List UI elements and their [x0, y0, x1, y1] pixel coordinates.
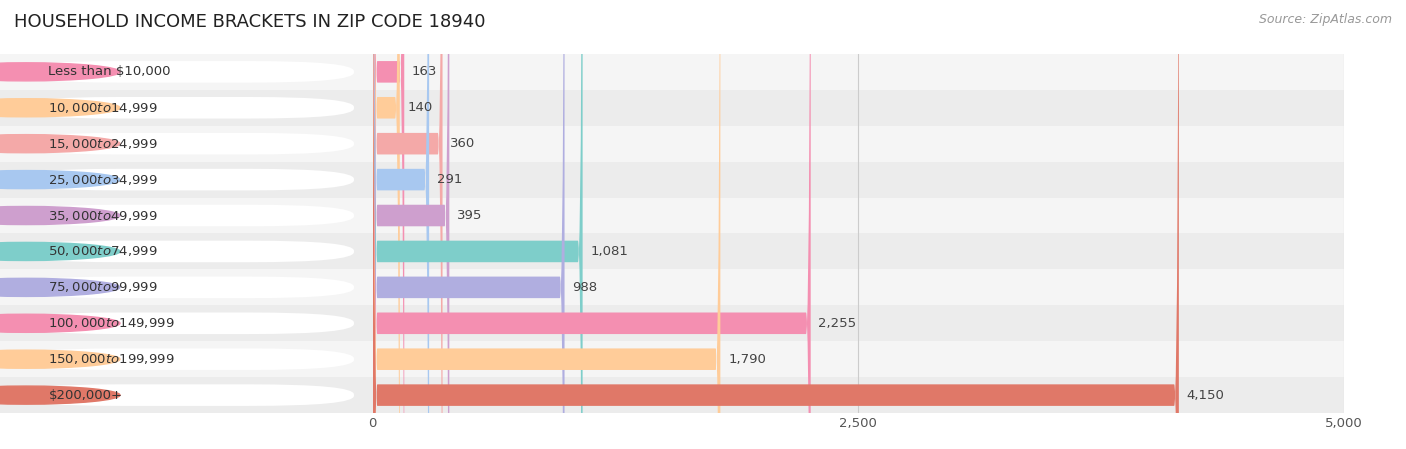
FancyBboxPatch shape	[0, 341, 373, 377]
FancyBboxPatch shape	[0, 162, 373, 198]
FancyBboxPatch shape	[373, 269, 1344, 305]
Circle shape	[0, 278, 120, 296]
Circle shape	[0, 350, 120, 368]
FancyBboxPatch shape	[0, 198, 373, 233]
FancyBboxPatch shape	[15, 205, 354, 226]
Text: $100,000 to $149,999: $100,000 to $149,999	[48, 316, 174, 330]
FancyBboxPatch shape	[373, 0, 720, 449]
Circle shape	[0, 171, 120, 189]
Text: 395: 395	[457, 209, 482, 222]
FancyBboxPatch shape	[15, 241, 354, 262]
FancyBboxPatch shape	[373, 0, 405, 449]
FancyBboxPatch shape	[373, 90, 1344, 126]
FancyBboxPatch shape	[15, 169, 354, 190]
Text: 360: 360	[450, 137, 475, 150]
Text: $50,000 to $74,999: $50,000 to $74,999	[48, 244, 157, 259]
FancyBboxPatch shape	[15, 313, 354, 334]
FancyBboxPatch shape	[373, 0, 582, 449]
FancyBboxPatch shape	[373, 341, 1344, 377]
FancyBboxPatch shape	[373, 0, 399, 449]
Text: 1,081: 1,081	[591, 245, 628, 258]
Text: 988: 988	[572, 281, 598, 294]
Text: Source: ZipAtlas.com: Source: ZipAtlas.com	[1258, 13, 1392, 26]
Text: Less than $10,000: Less than $10,000	[48, 66, 172, 78]
FancyBboxPatch shape	[373, 305, 1344, 341]
Text: 291: 291	[437, 173, 463, 186]
FancyBboxPatch shape	[373, 0, 450, 449]
Text: 4,150: 4,150	[1187, 389, 1225, 401]
FancyBboxPatch shape	[15, 384, 354, 406]
Text: $15,000 to $24,999: $15,000 to $24,999	[48, 136, 157, 151]
FancyBboxPatch shape	[373, 0, 429, 449]
FancyBboxPatch shape	[373, 0, 443, 449]
Circle shape	[0, 314, 120, 332]
FancyBboxPatch shape	[0, 269, 373, 305]
FancyBboxPatch shape	[373, 377, 1344, 413]
FancyBboxPatch shape	[15, 97, 354, 119]
FancyBboxPatch shape	[373, 198, 1344, 233]
Text: 163: 163	[412, 66, 437, 78]
FancyBboxPatch shape	[373, 54, 1344, 90]
Text: $25,000 to $34,999: $25,000 to $34,999	[48, 172, 157, 187]
Circle shape	[0, 242, 120, 260]
Text: $200,000+: $200,000+	[48, 389, 122, 401]
FancyBboxPatch shape	[373, 162, 1344, 198]
Text: $10,000 to $14,999: $10,000 to $14,999	[48, 101, 157, 115]
Text: 140: 140	[408, 101, 433, 114]
FancyBboxPatch shape	[0, 377, 373, 413]
Text: $75,000 to $99,999: $75,000 to $99,999	[48, 280, 157, 295]
Circle shape	[0, 99, 120, 117]
Circle shape	[0, 135, 120, 153]
FancyBboxPatch shape	[15, 348, 354, 370]
FancyBboxPatch shape	[373, 233, 1344, 269]
FancyBboxPatch shape	[0, 54, 373, 90]
FancyBboxPatch shape	[373, 0, 565, 449]
Circle shape	[0, 63, 120, 81]
Text: $150,000 to $199,999: $150,000 to $199,999	[48, 352, 174, 366]
Text: 1,790: 1,790	[728, 353, 766, 365]
FancyBboxPatch shape	[0, 233, 373, 269]
Circle shape	[0, 386, 120, 404]
Text: $35,000 to $49,999: $35,000 to $49,999	[48, 208, 157, 223]
Text: 2,255: 2,255	[818, 317, 856, 330]
FancyBboxPatch shape	[373, 0, 811, 449]
Circle shape	[0, 207, 120, 224]
FancyBboxPatch shape	[15, 133, 354, 154]
FancyBboxPatch shape	[15, 277, 354, 298]
FancyBboxPatch shape	[0, 126, 373, 162]
Text: HOUSEHOLD INCOME BRACKETS IN ZIP CODE 18940: HOUSEHOLD INCOME BRACKETS IN ZIP CODE 18…	[14, 13, 485, 31]
FancyBboxPatch shape	[0, 305, 373, 341]
FancyBboxPatch shape	[373, 0, 1178, 449]
FancyBboxPatch shape	[0, 90, 373, 126]
FancyBboxPatch shape	[15, 61, 354, 83]
FancyBboxPatch shape	[373, 126, 1344, 162]
